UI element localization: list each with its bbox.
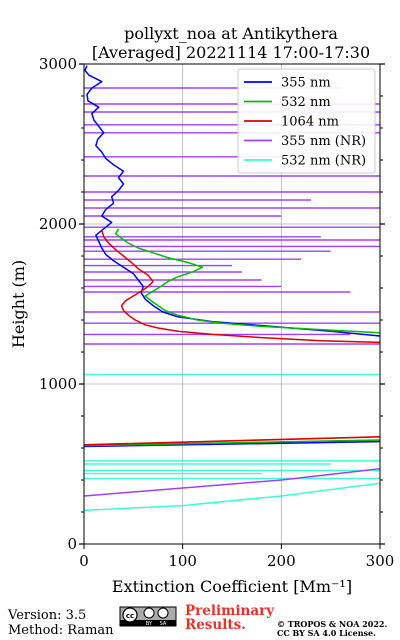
series-line-532-nm-nr- <box>83 482 381 512</box>
cc-by-label: BY <box>146 621 153 627</box>
legend-box <box>237 68 376 174</box>
chart-title-line2: [Averaged] 20221114 17:00-17:30 <box>92 43 370 62</box>
cc-icon <box>122 607 138 623</box>
y-tick-label: 0 <box>67 535 77 553</box>
legend-label: 1064 nm <box>281 115 339 130</box>
x-tick-label: 300 <box>366 552 395 570</box>
legend: 355 nm 532 nm 1064 nm 355 nm (NR) 532 nm (NR… <box>237 68 376 174</box>
x-axis-label: Extinction Coefficient [Mm⁻¹] <box>112 577 352 596</box>
y-tick-label: 3000 <box>39 55 77 73</box>
svg-text:cc: cc <box>126 612 134 620</box>
series-line-532-nm <box>114 228 381 334</box>
copyright-line1: © TROPOS & NOA 2022. <box>277 619 387 629</box>
low-line <box>83 440 381 448</box>
preliminary-line2: Results. <box>185 617 246 633</box>
sa-icon <box>157 607 169 619</box>
x-tick-label: 0 <box>79 552 89 570</box>
x-tick-label: 200 <box>267 552 296 570</box>
legend-label: 355 nm <box>281 76 331 91</box>
series-line-355-nm <box>84 65 381 337</box>
y-tick-label: 2000 <box>39 215 77 233</box>
y-tick-label: 1000 <box>39 375 77 393</box>
legend-label: 532 nm (NR) <box>281 154 366 169</box>
plot-frame <box>83 63 381 545</box>
copyright-line2: CC BY SA 4.0 License. <box>277 628 376 638</box>
low-line <box>83 436 381 446</box>
method-text: Method: Raman <box>8 623 114 638</box>
cc-license-badge: cc BY SA <box>119 606 177 627</box>
series-line-1064-nm <box>101 230 381 344</box>
chart-title-line1: pollyxt_noa at Antikythera <box>124 24 338 43</box>
cc-sa-label: SA <box>160 621 167 627</box>
series-line-355-nm-nr- <box>83 468 381 497</box>
legend-label: 532 nm <box>281 95 331 110</box>
preliminary-line1: Preliminary <box>185 603 275 619</box>
legend-label: 355 nm (NR) <box>281 134 366 149</box>
by-icon <box>143 607 155 619</box>
low-line <box>83 439 381 447</box>
x-tick-label: 100 <box>168 552 197 570</box>
version-text: Version: 3.5 <box>7 608 86 623</box>
y-axis-label: Height (m) <box>9 260 28 348</box>
